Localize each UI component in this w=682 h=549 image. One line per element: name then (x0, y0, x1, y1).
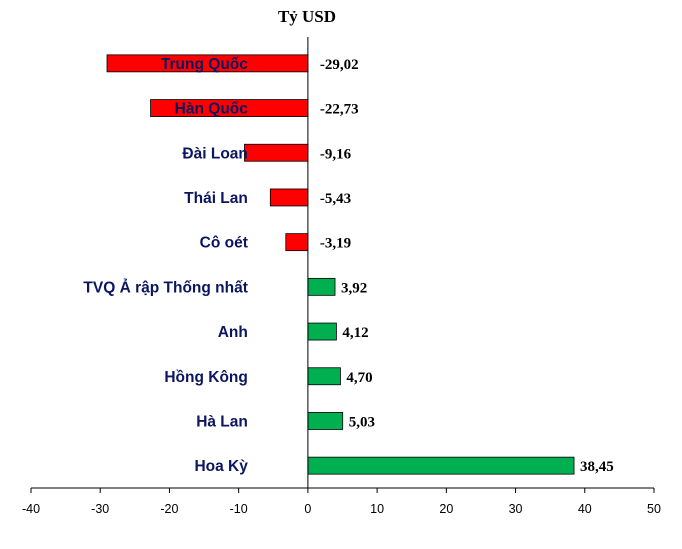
x-tick-label-10: 50 (647, 502, 661, 516)
x-tick-label-3: -20 (160, 502, 178, 516)
value-label-9: 5,03 (349, 414, 375, 430)
x-tick-label-7: 20 (439, 502, 453, 516)
value-label-4: -5,43 (320, 191, 351, 207)
value-label-10: 38,45 (580, 459, 614, 475)
x-axis: -40 -30 -20 -10 0 10 20 30 40 50 (22, 37, 661, 516)
value-label-6: 3,92 (341, 280, 367, 296)
bar-3 (244, 143, 309, 162)
bar-10 (307, 456, 575, 475)
value-label-1: -29,02 (320, 57, 359, 73)
bar-8 (307, 367, 341, 386)
category-label-8: Hồng Kông (164, 369, 248, 386)
category-label-5: Cô oét (200, 235, 248, 252)
value-label-5: -3,19 (320, 236, 351, 252)
x-tick-label-5: 0 (304, 502, 311, 516)
category-label-10: Hoa Kỳ (194, 458, 248, 475)
value-label-2: -22,73 (320, 102, 359, 118)
bar-9 (307, 412, 344, 430)
bars-layer (106, 54, 575, 475)
category-label-9: Hà Lan (196, 413, 248, 430)
x-tick-label-8: 30 (509, 502, 523, 516)
value-label-7: 4,12 (342, 325, 368, 341)
bar-7 (307, 322, 337, 341)
category-label-1: Trung Quốc (161, 56, 248, 73)
category-label-3: Đài Loan (182, 145, 247, 162)
x-tick-label-2: -30 (91, 502, 109, 516)
x-tick-label-9: 40 (578, 502, 592, 516)
bar-4 (269, 188, 309, 207)
labels-layer: Trung Quốc -29,02 Hàn Quốc -22,73 Đài Loan -9… (83, 56, 613, 475)
x-tick-label-1: -40 (22, 502, 40, 516)
bar-5 (285, 233, 309, 252)
category-label-4: Thái Lan (184, 190, 248, 207)
x-tick-label-4: -10 (230, 502, 248, 516)
x-tick-label-6: 10 (370, 502, 384, 516)
value-label-8: 4,70 (346, 370, 372, 386)
value-label-3: -9,16 (320, 146, 352, 162)
bar-6 (307, 277, 336, 296)
chart-unit-title: Tỷ USD (278, 7, 336, 26)
category-label-6: TVQ Ả rập Thống nhất (83, 279, 247, 296)
category-label-2: Hàn Quốc (175, 101, 249, 118)
category-label-7: Anh (218, 324, 248, 341)
